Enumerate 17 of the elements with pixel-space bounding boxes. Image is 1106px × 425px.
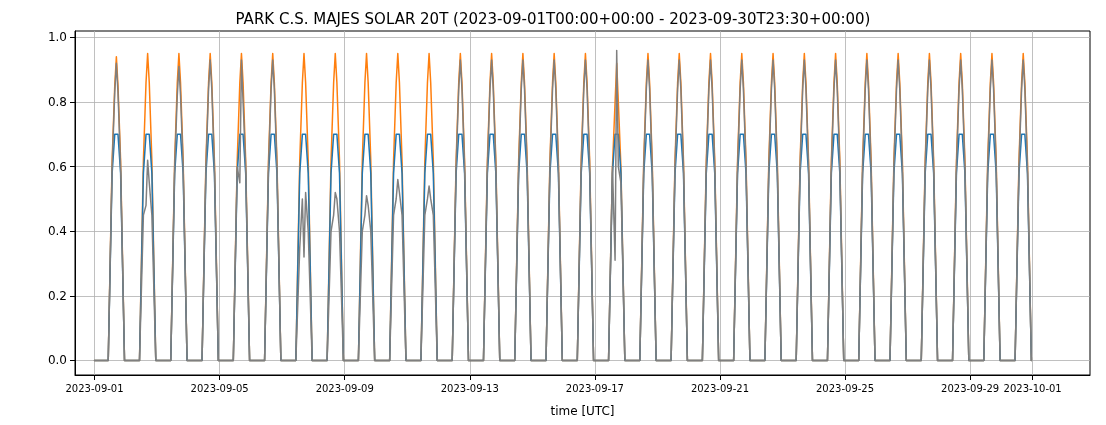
x-tick-label: 2023-09-01 <box>65 382 124 394</box>
y-tick-label: 1.0 <box>47 30 67 45</box>
chart-title: PARK C.S. MAJES SOLAR 20T (2023-09-01T00:00+00:00 - 2023-09-30T23:30+00:00) <box>235 9 871 28</box>
y-tick-label: 0.4 <box>47 224 67 239</box>
x-axis-title: time [UTC] <box>550 404 615 418</box>
x-tick-label: 2023-09-13 <box>440 382 499 394</box>
x-tick-label: 2023-09-17 <box>565 382 624 394</box>
y-tick-label: 0.8 <box>47 95 67 110</box>
x-tick-label: 2023-09-25 <box>815 382 875 394</box>
x-tick-label: 2023-09-09 <box>315 382 374 394</box>
y-tick-label: 0.2 <box>47 288 67 303</box>
x-tick-label: 2023-09-29 <box>941 382 1000 394</box>
y-tick-label: 0.6 <box>47 159 67 174</box>
x-tick-label: 2023-09-21 <box>690 382 750 394</box>
x-tick-label: 2023-09-05 <box>190 382 249 394</box>
y-tick-label: 0.0 <box>47 353 67 368</box>
x-tick-label: 2023-10-01 <box>1003 382 1062 394</box>
